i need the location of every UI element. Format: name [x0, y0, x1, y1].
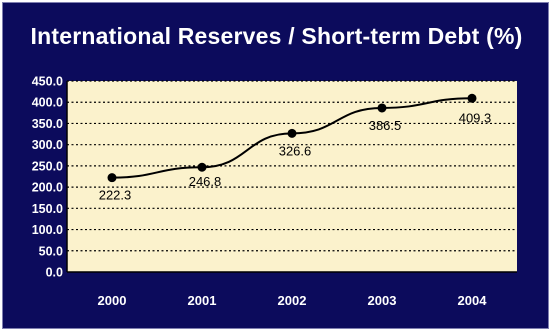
x-tick-label: 2004 [458, 293, 488, 308]
y-tick-label: 0.0 [46, 266, 63, 280]
data-label: 409.3 [459, 110, 492, 125]
x-tick-label: 2002 [278, 293, 307, 308]
data-label: 326.6 [279, 143, 312, 158]
data-label: 246.8 [189, 174, 222, 189]
y-tick-label: 400.0 [32, 96, 63, 110]
x-tick-label: 2003 [368, 293, 397, 308]
y-tick-label: 300.0 [32, 138, 63, 152]
data-point [287, 128, 297, 138]
y-tick-label: 150.0 [32, 202, 63, 216]
y-tick-label: 250.0 [32, 159, 63, 173]
data-point [377, 103, 387, 113]
data-point [467, 93, 477, 103]
y-tick-label: 350.0 [32, 117, 63, 131]
y-tick-label: 200.0 [32, 181, 63, 195]
x-tick-label: 2001 [188, 293, 217, 308]
x-tick-label: 2000 [98, 293, 127, 308]
y-tick-label: 100.0 [32, 223, 63, 237]
data-label: 386.5 [369, 118, 402, 133]
data-point [197, 162, 207, 172]
y-tick-label: 450.0 [32, 75, 63, 89]
data-point [107, 173, 117, 183]
chart-title: International Reserves / Short-term Debt… [30, 23, 523, 49]
y-tick-label: 50.0 [39, 244, 63, 258]
data-label: 222.3 [99, 188, 132, 203]
line-chart: 0.0 50.0 100.0 150.0 200.0 250.0 300.0 350.0 400… [32, 75, 517, 308]
